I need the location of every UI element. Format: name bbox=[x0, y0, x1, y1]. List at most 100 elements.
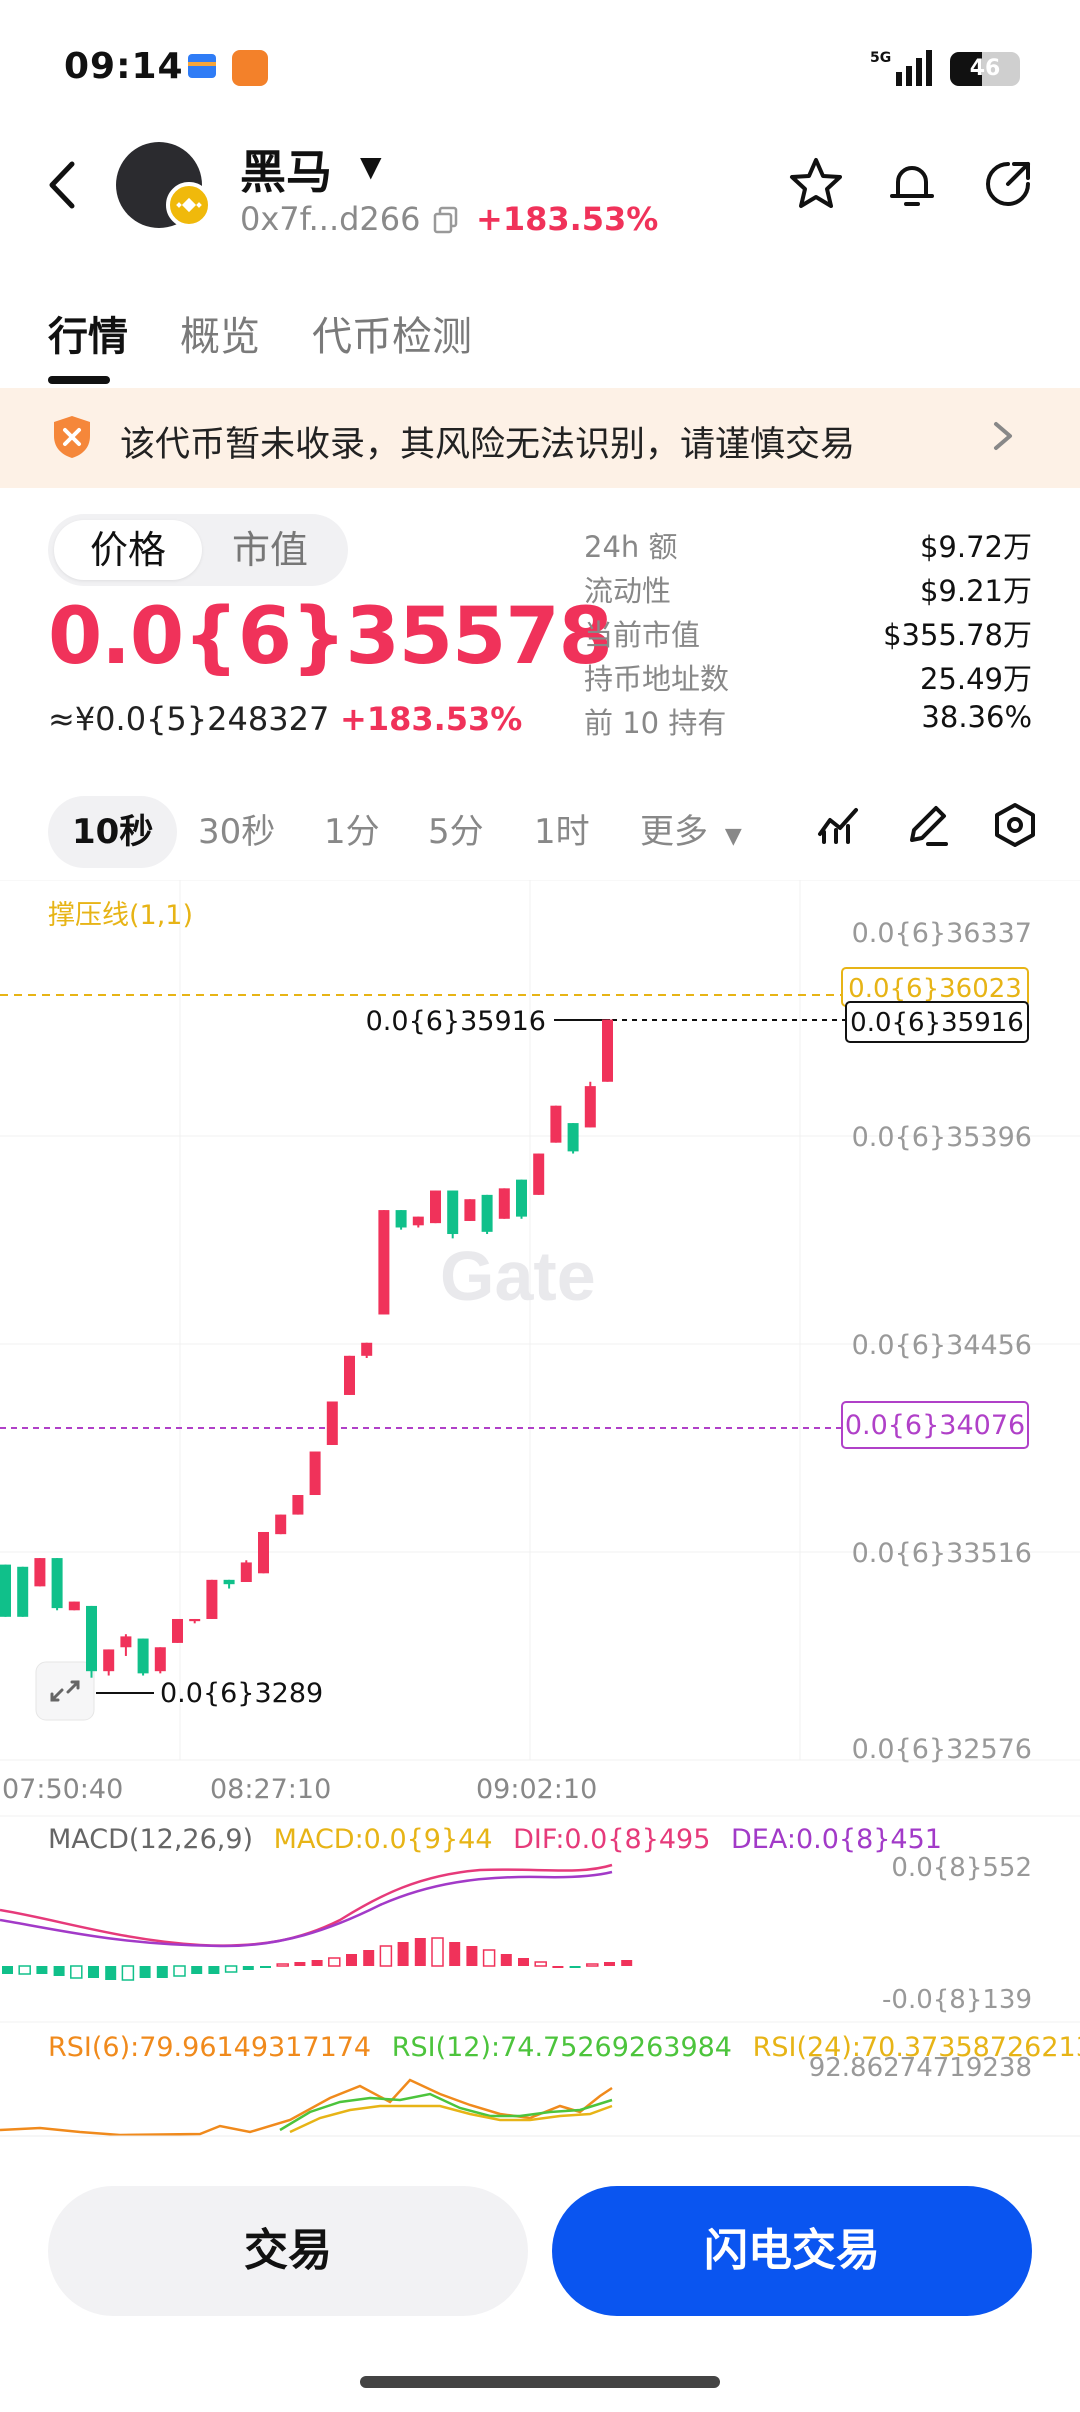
copy-icon[interactable] bbox=[432, 206, 460, 234]
favorite-star-icon[interactable] bbox=[786, 154, 846, 214]
battery-icon: 46 bbox=[950, 52, 1020, 86]
macd-bar bbox=[276, 1963, 289, 1967]
resistance-tag-label: 0.0{6}36023 bbox=[848, 974, 1022, 1004]
home-indicator[interactable] bbox=[360, 2376, 720, 2388]
timeframe-10s[interactable]: 10秒 bbox=[48, 796, 178, 868]
tab-token-check[interactable]: 代币检测 bbox=[312, 314, 472, 360]
token-name[interactable]: 黑马 bbox=[240, 145, 332, 199]
stat-label-marketcap: 当前市值 bbox=[584, 618, 701, 652]
candle bbox=[361, 1342, 373, 1356]
stat-label-holders: 持币地址数 bbox=[584, 662, 730, 696]
price-tick-5: 0.0{6}32576 bbox=[852, 1734, 1032, 1765]
candle bbox=[309, 1451, 321, 1496]
macd-bar bbox=[500, 1954, 512, 1966]
draw-pen-icon[interactable] bbox=[902, 800, 952, 850]
timeframe-1m[interactable]: 1分 bbox=[324, 812, 380, 852]
macd-bar bbox=[621, 1960, 633, 1966]
macd-bar bbox=[294, 1962, 306, 1966]
stat-value-marketcap: $355.78万 bbox=[883, 618, 1032, 652]
tab-overview[interactable]: 概览 bbox=[180, 314, 260, 360]
candle bbox=[137, 1638, 149, 1674]
candle bbox=[412, 1216, 424, 1226]
macd-bar bbox=[363, 1950, 375, 1966]
bell-icon[interactable] bbox=[882, 154, 942, 214]
candle bbox=[464, 1199, 476, 1221]
macd-bar bbox=[604, 1962, 615, 1966]
candle bbox=[223, 1579, 235, 1585]
macd-histogram bbox=[2, 1937, 633, 1981]
chart-watermark: Gate bbox=[440, 1237, 596, 1315]
candle bbox=[395, 1210, 407, 1228]
macd-bar bbox=[191, 1966, 203, 1974]
macd-value: MACD:0.0{9}44 bbox=[274, 1824, 493, 1855]
macd-bar bbox=[139, 1966, 151, 1978]
rsi-legend: RSI(6):79.96149317174 RSI(12):74.7526926… bbox=[48, 2032, 1080, 2063]
macd-bar bbox=[552, 1966, 564, 1968]
macd-bar bbox=[53, 1966, 65, 1976]
back-button[interactable] bbox=[40, 150, 90, 220]
price-tick-4: 0.0{6}33516 bbox=[852, 1538, 1032, 1569]
dea-line bbox=[0, 1870, 613, 1948]
token-address: 0x7f...d266 bbox=[240, 200, 421, 238]
candle bbox=[567, 1123, 579, 1152]
caret-down-icon: ▼ bbox=[724, 824, 742, 849]
indicator-icon[interactable] bbox=[814, 800, 864, 850]
cny-price: ≈¥0.0{5}248327 bbox=[48, 700, 330, 738]
stat-label-liquidity: 流动性 bbox=[584, 574, 672, 608]
dif-line bbox=[0, 1863, 613, 1947]
time-tick-3: 09:02:10 bbox=[476, 1774, 597, 1805]
warning-text: 该代币暂未收录，其风险无法识别，请谨慎交易 bbox=[120, 425, 856, 465]
macd-bar bbox=[36, 1966, 48, 1974]
header-change: +183.53% bbox=[476, 200, 659, 238]
expand-button[interactable] bbox=[35, 1661, 95, 1721]
app-icon bbox=[232, 50, 268, 86]
rsi-axis-top: 92.86274719238 bbox=[809, 2053, 1032, 2083]
timeframe-1h[interactable]: 1时 bbox=[534, 812, 590, 852]
rsi12-value: RSI(12):74.75269263984 bbox=[392, 2032, 732, 2063]
macd-bar bbox=[466, 1946, 478, 1966]
tab-market[interactable]: 行情 bbox=[48, 314, 128, 360]
macd-bar bbox=[397, 1942, 409, 1966]
support-tag-label: 0.0{6}34076 bbox=[845, 1410, 1025, 1441]
timeframe-5m[interactable]: 5分 bbox=[428, 812, 484, 852]
dea-value: DEA:0.0{8}451 bbox=[731, 1824, 942, 1855]
bnb-chain-icon bbox=[166, 182, 212, 228]
mode-marketcap[interactable]: 市值 bbox=[231, 528, 308, 572]
trade-button[interactable]: 交易 bbox=[48, 2186, 528, 2316]
network-label: 5G bbox=[870, 50, 891, 66]
macd-bar bbox=[311, 1960, 323, 1966]
price-change: +183.53% bbox=[340, 700, 523, 738]
timeframe-more[interactable]: 更多 ▼ bbox=[640, 796, 742, 868]
macd-bar bbox=[105, 1966, 117, 1980]
mode-price[interactable]: 价格 bbox=[54, 520, 202, 580]
macd-bar bbox=[208, 1966, 220, 1974]
notification-icon bbox=[186, 52, 218, 80]
candlestick-chart[interactable]: Gate 撑压线(1,1) 0.0{6}36337 0.0{6}35396 0.… bbox=[0, 880, 1080, 2140]
flash-trade-button[interactable]: 闪电交易 bbox=[552, 2186, 1032, 2316]
macd-bar bbox=[482, 1949, 496, 1967]
rsi12-line bbox=[279, 2092, 613, 2132]
candle bbox=[34, 1558, 46, 1587]
candle bbox=[189, 1618, 201, 1622]
candle bbox=[258, 1531, 269, 1574]
macd-bar bbox=[224, 1965, 238, 1973]
warning-banner[interactable] bbox=[0, 388, 1080, 488]
candle bbox=[103, 1649, 115, 1672]
candle bbox=[206, 1579, 218, 1619]
settings-hexagon-icon[interactable] bbox=[990, 800, 1040, 850]
chevron-right-icon[interactable] bbox=[990, 416, 1016, 465]
current-price: 0.0{6}35578 bbox=[48, 592, 613, 682]
candle bbox=[68, 1601, 80, 1611]
macd-axis-top: 0.0{8}552 bbox=[891, 1853, 1032, 1883]
candles bbox=[0, 1019, 613, 1678]
macd-bar bbox=[242, 1966, 254, 1970]
caret-down-icon[interactable]: ▼ bbox=[360, 150, 382, 183]
current-price-tag bbox=[845, 1001, 1029, 1043]
high-label: 0.0{6}35916 bbox=[366, 1006, 546, 1037]
candle bbox=[17, 1566, 29, 1617]
candle bbox=[550, 1105, 562, 1143]
timeframe-30s[interactable]: 30秒 bbox=[198, 812, 276, 852]
chart-grid bbox=[0, 880, 1080, 1761]
share-icon[interactable] bbox=[978, 154, 1038, 214]
more-label: 更多 bbox=[640, 812, 708, 852]
